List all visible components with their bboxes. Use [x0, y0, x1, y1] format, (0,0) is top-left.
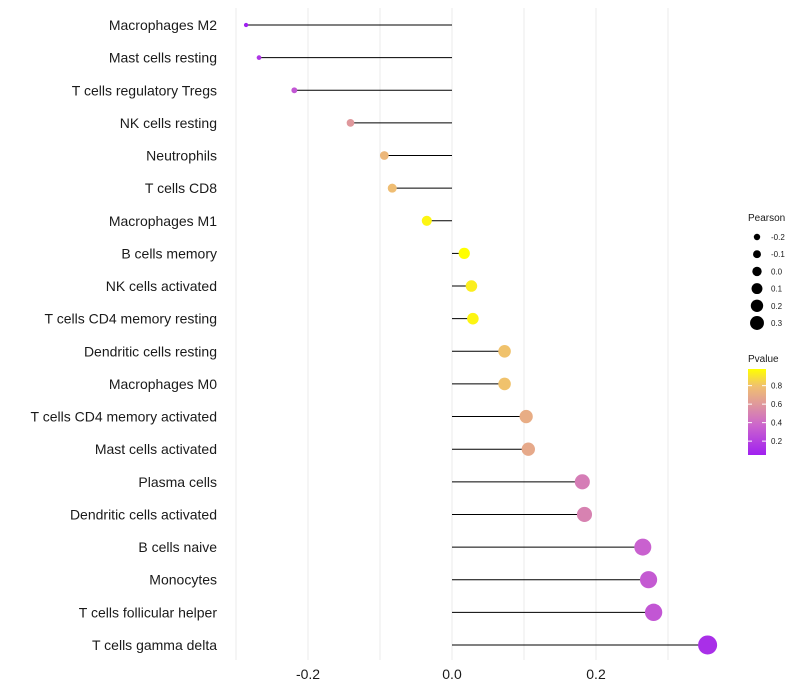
- data-point: [576, 506, 593, 523]
- data-point: [698, 635, 718, 655]
- color-legend-bar: [748, 369, 766, 455]
- data-point: [243, 22, 249, 28]
- points: [243, 22, 718, 655]
- size-legend-label: 0.3: [771, 319, 783, 328]
- color-legend-label: 0.8: [771, 382, 783, 391]
- x-axis-ticks: -0.2 0.0 0.2: [296, 666, 606, 682]
- data-point: [465, 280, 478, 292]
- y-tick-label: B cells memory: [121, 245, 217, 261]
- size-legend-key: [753, 233, 761, 241]
- y-tick-label: T cells regulatory Tregs: [72, 82, 217, 98]
- y-tick-label: Plasma cells: [138, 474, 217, 490]
- size-legend-label: 0.2: [771, 302, 783, 311]
- size-legend-key: [750, 316, 764, 330]
- grid-lines: [235, 8, 669, 660]
- size-legend-key: [751, 283, 763, 295]
- color-legend-label: 0.2: [771, 437, 783, 446]
- data-point: [346, 119, 355, 127]
- data-point: [387, 183, 397, 193]
- data-point: [498, 377, 511, 391]
- data-point: [644, 603, 663, 622]
- legend: Pearson -0.2-0.10.00.10.20.3 Pvalue 0.80…: [748, 213, 785, 455]
- data-point: [458, 247, 470, 260]
- color-legend-label: 0.6: [771, 400, 783, 409]
- y-tick-label: T cells CD8: [145, 180, 217, 196]
- data-point: [498, 345, 511, 358]
- size-legend-key: [752, 266, 762, 277]
- y-tick-label: B cells naive: [138, 539, 217, 555]
- size-legend-label: 0.0: [771, 267, 783, 276]
- y-tick-label: Macrophages M2: [109, 17, 217, 33]
- y-tick-label: NK cells resting: [120, 115, 217, 131]
- x-tick-label: -0.2: [296, 666, 320, 682]
- y-tick-label: Dendritic cells activated: [70, 506, 217, 522]
- data-point: [521, 442, 535, 456]
- data-point: [519, 409, 533, 424]
- color-legend: 0.8 0.6 0.4 0.2: [748, 382, 783, 446]
- size-legend-label: -0.1: [771, 250, 785, 259]
- size-legend: -0.2 -0.1 0.0 0.1 0.2 0.3: [750, 233, 785, 330]
- data-point: [291, 87, 298, 94]
- y-tick-label: T cells CD4 memory resting: [45, 311, 217, 327]
- size-legend-label: -0.2: [771, 233, 785, 242]
- data-point: [574, 474, 590, 490]
- y-tick-label: Mast cells activated: [95, 441, 217, 457]
- y-tick-label: NK cells activated: [106, 278, 217, 294]
- y-axis-labels: Macrophages M2 Mast cells resting T cells …: [31, 17, 218, 653]
- size-legend-title: Pearson: [748, 213, 785, 224]
- y-tick-label: Dendritic cells resting: [84, 343, 217, 359]
- y-tick-label: Macrophages M1: [109, 213, 217, 229]
- size-legend-key: [753, 250, 761, 259]
- data-point: [421, 215, 432, 226]
- size-legend-key: [750, 299, 764, 312]
- size-legend-label: 0.1: [771, 285, 783, 294]
- data-point: [634, 538, 652, 556]
- color-legend-label: 0.4: [771, 419, 783, 428]
- data-point: [639, 571, 658, 589]
- x-tick-label: 0.0: [442, 666, 462, 682]
- color-legend-title: Pvalue: [748, 354, 779, 365]
- y-tick-label: T cells CD4 memory activated: [31, 409, 217, 425]
- y-tick-label: Mast cells resting: [109, 50, 217, 66]
- y-tick-label: T cells follicular helper: [79, 604, 218, 620]
- x-tick-label: 0.2: [586, 666, 606, 682]
- y-tick-label: Monocytes: [149, 572, 217, 588]
- y-tick-label: Neutrophils: [146, 148, 217, 164]
- y-tick-label: Macrophages M0: [109, 376, 217, 392]
- data-point: [379, 151, 389, 160]
- y-tick-label: T cells gamma delta: [92, 637, 217, 653]
- data-point: [256, 55, 262, 60]
- data-point: [467, 312, 479, 325]
